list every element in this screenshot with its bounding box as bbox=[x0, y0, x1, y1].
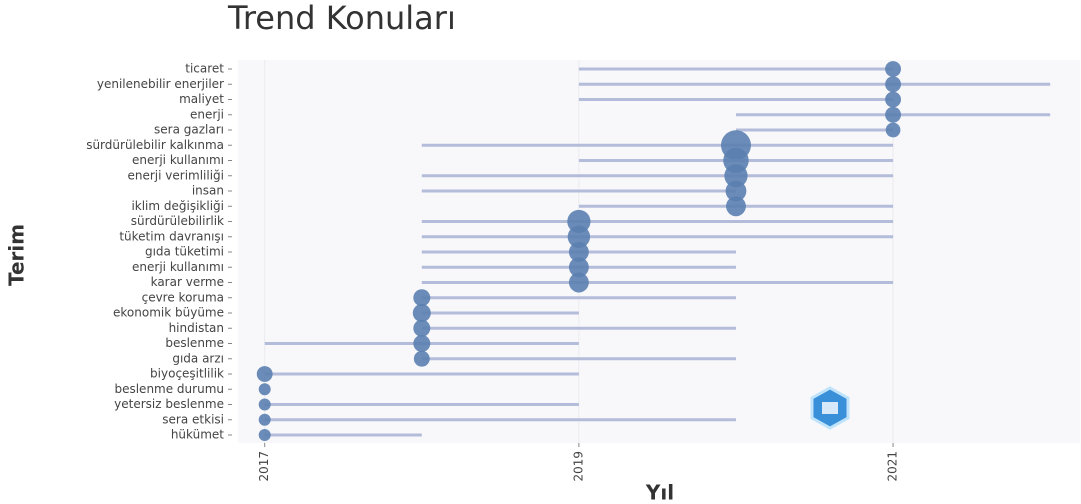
y-tick-label: ekonomik büyüme bbox=[113, 306, 224, 320]
logo bbox=[810, 386, 850, 430]
bubble bbox=[258, 413, 271, 426]
bubble bbox=[258, 383, 271, 396]
y-tick-label: yetersiz beslenme bbox=[114, 397, 224, 411]
y-tick-label: karar verme bbox=[151, 275, 224, 289]
y-tick-label: sürdürülebilirlik bbox=[131, 214, 224, 228]
bubble bbox=[885, 76, 902, 93]
y-axis-label: Terim bbox=[5, 224, 29, 286]
y-tick-label: gıda arzı bbox=[172, 351, 224, 365]
y-tick-label: tüketim davranışı bbox=[119, 229, 224, 243]
bubble bbox=[885, 106, 902, 123]
bubble bbox=[885, 91, 902, 108]
y-tick-label: enerji verimliliği bbox=[127, 168, 224, 182]
y-tick-label: maliyet bbox=[179, 92, 224, 106]
bubble bbox=[568, 257, 589, 278]
bubble bbox=[568, 272, 589, 293]
y-tick-label: ticaret bbox=[185, 62, 224, 76]
y-tick-label: yenilenebilir enerjiler bbox=[97, 77, 224, 91]
bubble bbox=[725, 180, 747, 202]
bubble bbox=[258, 429, 271, 441]
y-tick-label: gıda tüketimi bbox=[145, 245, 224, 259]
x-tick-label: 2021 bbox=[886, 451, 900, 482]
bubble bbox=[412, 304, 431, 322]
bubble bbox=[885, 122, 901, 138]
x-tick-label: 2019 bbox=[571, 451, 585, 482]
y-tick-label: enerji kullanımı bbox=[132, 260, 224, 274]
y-tick-label: sera etkisi bbox=[162, 412, 224, 426]
bubble bbox=[256, 366, 273, 382]
x-axis-label: Yıl bbox=[645, 481, 674, 504]
y-tick-label: sürdürülebilir kalkınma bbox=[86, 138, 224, 152]
chart-title: Trend Konuları bbox=[227, 0, 456, 37]
bubble bbox=[885, 61, 902, 77]
bubble bbox=[413, 289, 431, 307]
y-tick-label: biyoçeşitlilik bbox=[150, 367, 224, 381]
x-tick-label: 2017 bbox=[257, 451, 271, 482]
bubble bbox=[413, 350, 430, 367]
y-tick-label: hindistan bbox=[169, 321, 224, 335]
bubble bbox=[568, 242, 589, 262]
y-tick-label: hükümet bbox=[171, 428, 224, 442]
bubble bbox=[724, 164, 748, 188]
y-tick-label: beslenme bbox=[165, 336, 224, 350]
bubble bbox=[413, 319, 431, 337]
y-tick-label: enerji bbox=[190, 107, 224, 121]
bubble bbox=[258, 398, 271, 411]
y-tick-label: beslenme durumu bbox=[114, 382, 224, 396]
y-tick-label: çevre koruma bbox=[142, 290, 224, 304]
y-tick-label: enerji kullanımı bbox=[132, 153, 224, 167]
bubble bbox=[567, 225, 591, 248]
bubble bbox=[413, 335, 431, 352]
y-tick-label: iklim değişikliği bbox=[131, 199, 224, 213]
y-tick-label: sera gazları bbox=[154, 123, 224, 137]
y-tick-label: insan bbox=[192, 184, 224, 198]
bubble bbox=[726, 196, 746, 217]
